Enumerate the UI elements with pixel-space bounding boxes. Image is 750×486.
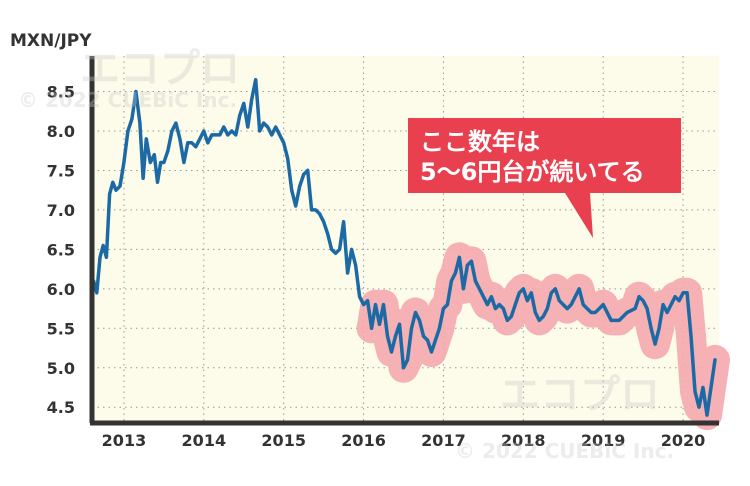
callout: ここ数年は 5〜6円台が続いてる — [408, 118, 681, 238]
watermark-copyright-bottom: © 2022 CUEBiC Inc. — [455, 439, 674, 463]
y-axis-title: MXN/JPY — [10, 31, 92, 51]
x-tick-label-3: 2016 — [341, 431, 386, 450]
y-tick-label-6: 7.5 — [47, 161, 75, 180]
y-tick-label-4: 6.5 — [47, 240, 75, 259]
watermark-copyright-top: © 2022 CUEBiC Inc. — [18, 88, 237, 112]
callout-box — [408, 118, 681, 238]
x-tick-label-5: 2018 — [501, 431, 546, 450]
y-tick-label-7: 8.0 — [47, 122, 75, 141]
axes — [89, 56, 719, 426]
y-tick-label-5: 7.0 — [47, 201, 75, 220]
y-tick-labels: 4.5 5.0 5.5 6.0 6.5 7.0 7.5 8.0 8.5 — [47, 83, 75, 418]
y-tick-label-8: 8.5 — [47, 83, 75, 102]
y-tick-label-3: 6.0 — [47, 280, 75, 299]
watermark-logo-top: エコプロ — [80, 46, 240, 92]
watermark: エコプロ © 2022 CUEBiC Inc. エコプロ © 2022 CUEB… — [18, 46, 674, 463]
callout-line-1: ここ数年は — [420, 128, 540, 156]
x-tick-label-2: 2015 — [261, 431, 306, 450]
x-tick-label-4: 2017 — [421, 431, 466, 450]
callout-line-2: 5〜6円台が続いてる — [420, 158, 645, 186]
x-tick-labels: 2013 2014 2015 2016 2017 2018 2019 2020 — [102, 431, 706, 450]
y-tick-label-2: 5.5 — [47, 319, 75, 338]
x-tick-label-6: 2019 — [581, 431, 626, 450]
series-line — [91, 77, 717, 417]
x-tick-label-1: 2014 — [182, 431, 227, 450]
y-tick-label-1: 5.0 — [47, 359, 75, 378]
x-tick-label-0: 2013 — [102, 431, 147, 450]
x-tick-label-7: 2020 — [661, 431, 706, 450]
y-tick-label-0: 4.5 — [47, 398, 75, 417]
watermark-logo-bottom: エコプロ — [500, 372, 660, 418]
